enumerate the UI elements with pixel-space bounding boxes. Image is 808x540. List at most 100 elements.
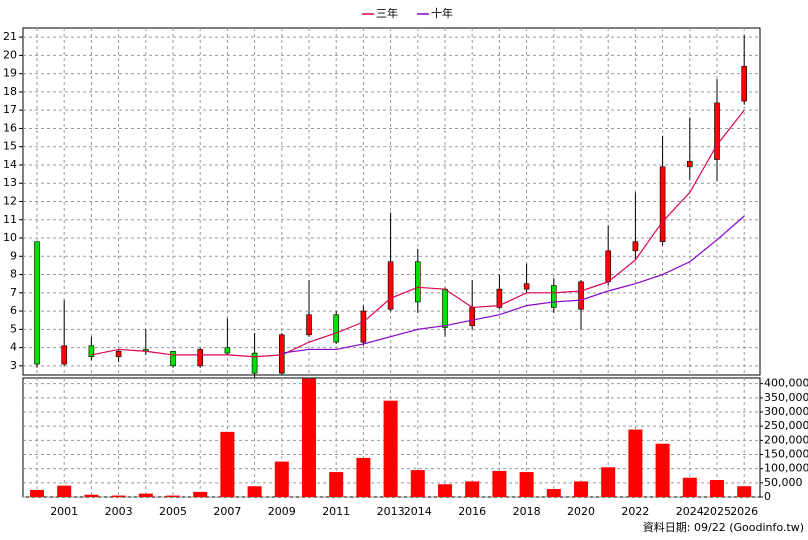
- y-tick-label: 8: [10, 268, 17, 281]
- y2-tick-label: 400,000: [764, 377, 808, 390]
- y-tick-label: 7: [10, 286, 17, 299]
- y-tick-label: 5: [10, 322, 17, 335]
- candle-body: [632, 241, 639, 252]
- volume-bar: [546, 489, 561, 497]
- volume-bar: [465, 481, 480, 497]
- y2-tick-label: 300,000: [764, 405, 808, 418]
- y-tick-label: 16: [3, 121, 17, 134]
- volume-bar: [274, 461, 289, 497]
- x-tick-label: 2020: [567, 505, 595, 518]
- candle-body: [414, 261, 421, 303]
- legend-label: 三年: [376, 6, 398, 20]
- ma-line: [281, 215, 745, 354]
- candle-body: [550, 285, 557, 308]
- candle-body: [496, 288, 503, 308]
- volume-bar: [410, 470, 425, 497]
- x-tick-label: 2009: [268, 505, 296, 518]
- candle-body: [251, 352, 258, 374]
- volume-bar: [438, 484, 452, 497]
- volume-bar: [356, 457, 371, 497]
- y-tick-label: 12: [3, 195, 17, 208]
- x-tick-label: 2011: [322, 505, 350, 518]
- candle-body: [659, 166, 666, 242]
- volume-bar: [682, 477, 697, 497]
- candle-body: [61, 345, 68, 365]
- volume-bar: [247, 486, 262, 497]
- y2-tick-label: 150,000: [764, 448, 808, 461]
- volume-bar: [383, 400, 398, 497]
- candle-body: [686, 161, 693, 168]
- candle-body: [578, 281, 584, 310]
- volume-bar: [601, 467, 616, 497]
- x-tick-label: 2007: [213, 505, 241, 518]
- y-tick-label: 21: [3, 30, 17, 43]
- volume-bar: [57, 485, 72, 497]
- candle-body: [442, 288, 448, 328]
- y-tick-label: 10: [3, 231, 17, 244]
- x-tick-label: 2014: [404, 505, 432, 518]
- volume-bar: [737, 486, 752, 497]
- candle-body: [34, 241, 40, 365]
- x-tick-label: 2022: [621, 505, 649, 518]
- volume-bar: [166, 495, 180, 497]
- y2-tick-label: 250,000: [764, 419, 808, 432]
- y2-tick-label: 100,000: [764, 462, 808, 475]
- y2-tick-label: 0: [764, 490, 771, 503]
- volume-bar: [302, 378, 316, 497]
- volume-bar: [492, 470, 507, 497]
- ma-line: [91, 109, 745, 358]
- y2-tick-label: 50,000: [764, 476, 803, 489]
- x-tick-label: 2001: [50, 505, 78, 518]
- candle-body: [387, 261, 394, 310]
- candle-body: [115, 350, 122, 358]
- x-tick-label: 2024: [676, 505, 704, 518]
- y-tick-label: 14: [3, 158, 17, 171]
- x-tick-label: 2003: [105, 505, 133, 518]
- y-tick-label: 13: [3, 176, 17, 189]
- y-tick-label: 4: [10, 341, 17, 354]
- y-tick-label: 15: [3, 140, 17, 153]
- y2-tick-label: 200,000: [764, 433, 808, 446]
- y-tick-label: 18: [3, 85, 17, 98]
- y-tick-label: 6: [10, 304, 17, 317]
- candle-body: [224, 347, 231, 354]
- volume-bar: [655, 443, 670, 497]
- x-tick-label: 2026: [730, 505, 758, 518]
- candle-body: [170, 350, 176, 367]
- source-note: 資料日期: 09/22 (Goodinfo.tw): [643, 520, 804, 534]
- y-tick-label: 3: [10, 359, 17, 372]
- candle-body: [360, 310, 367, 343]
- volume-bar: [220, 431, 235, 497]
- x-tick-label: 2005: [159, 505, 187, 518]
- y-tick-label: 19: [3, 67, 17, 80]
- volume-bar: [574, 481, 588, 497]
- y-tick-label: 20: [3, 48, 17, 61]
- volume-bar: [111, 495, 126, 497]
- candle-body: [197, 349, 203, 367]
- x-tick-label: 2016: [458, 505, 486, 518]
- candle-body: [605, 250, 612, 283]
- candle-body: [741, 66, 748, 102]
- volume-bar: [329, 472, 344, 497]
- x-tick-label: 2025: [703, 505, 731, 518]
- candle-body: [714, 102, 720, 160]
- volume-bar: [138, 493, 153, 497]
- y2-tick-label: 350,000: [764, 391, 808, 404]
- y-tick-label: 9: [10, 249, 17, 262]
- volume-bar: [628, 429, 643, 497]
- x-tick-label: 2013: [377, 505, 405, 518]
- candle-body: [523, 283, 530, 290]
- volume-bar: [193, 491, 208, 497]
- volume-bar: [519, 472, 534, 497]
- candle-body: [469, 307, 476, 326]
- x-tick-label: 2018: [513, 505, 541, 518]
- volume-bar: [710, 480, 724, 497]
- candle-body: [306, 314, 312, 336]
- volume-bar: [84, 494, 99, 497]
- y-tick-label: 17: [3, 103, 17, 116]
- y-tick-label: 11: [3, 213, 17, 226]
- candle-body: [88, 345, 95, 358]
- candle-body: [333, 314, 340, 343]
- legend-label: 十年: [431, 6, 453, 20]
